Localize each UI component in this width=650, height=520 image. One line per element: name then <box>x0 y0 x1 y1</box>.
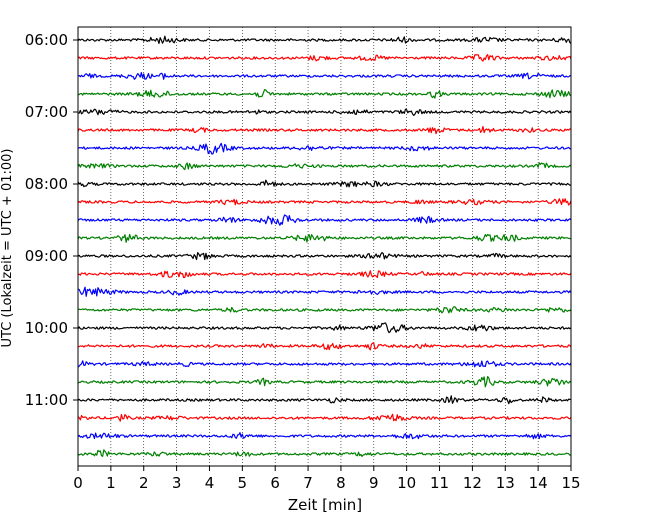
trace-1115 <box>77 413 572 422</box>
trace-0945 <box>77 306 572 314</box>
trace-1130 <box>77 432 572 440</box>
trace-0800 <box>77 179 572 188</box>
x-tick-label: 8 <box>336 474 346 492</box>
plot-frame <box>77 26 572 467</box>
x-tick-label: 0 <box>73 474 83 492</box>
trace-0815 <box>77 198 572 206</box>
trace-1100 <box>77 395 571 405</box>
trace-0745 <box>77 162 572 171</box>
x-tick-label: 13 <box>496 474 515 492</box>
trace-0830 <box>77 214 572 226</box>
y-tick-label: 09:00 <box>25 247 68 265</box>
x-tick-label: 5 <box>238 474 248 492</box>
trace-0645 <box>77 88 572 99</box>
grid-lines <box>110 27 539 466</box>
y-tick-label: 08:00 <box>25 175 68 193</box>
trace-0630 <box>77 71 572 80</box>
trace-1045 <box>77 376 572 388</box>
trace-0615 <box>77 54 572 62</box>
y-axis-ticks: 06:00 07:00 08:00 09:00 10:00 11:00 <box>25 31 78 409</box>
x-tick-label: 14 <box>529 474 548 492</box>
trace-0730 <box>77 142 572 155</box>
trace-0900 <box>77 251 572 261</box>
trace-0915 <box>77 270 572 279</box>
x-tick-label: 3 <box>172 474 182 492</box>
y-tick-label: 11:00 <box>25 391 68 409</box>
trace-0930 <box>77 286 572 297</box>
trace-1015 <box>77 342 572 351</box>
x-tick-label: 15 <box>561 474 580 492</box>
x-tick-label: 2 <box>139 474 149 492</box>
trace-1145 <box>77 449 572 457</box>
trace-0845 <box>77 233 572 243</box>
y-axis-label: UTC (Lokalzeit = UTC + 01:00) <box>0 149 15 348</box>
x-tick-label: 4 <box>205 474 215 492</box>
x-tick-label: 1 <box>106 474 116 492</box>
y-tick-label: 07:00 <box>25 103 68 121</box>
y-tick-label: 10:00 <box>25 319 68 337</box>
trace-0700 <box>77 108 572 117</box>
x-tick-label: 7 <box>303 474 313 492</box>
x-axis-label: Zeit [min] <box>288 496 362 514</box>
seismic-traces <box>77 35 572 457</box>
x-tick-label: 9 <box>369 474 379 492</box>
trace-0715 <box>77 125 572 135</box>
y-tick-label: 06:00 <box>25 31 68 49</box>
x-tick-label: 11 <box>430 474 449 492</box>
trace-1000 <box>77 322 572 334</box>
trace-0600 <box>77 35 572 45</box>
x-axis-ticks: 0 1 2 3 4 5 6 7 8 9 10 11 12 13 14 15 <box>73 466 581 492</box>
trace-1030 <box>77 360 572 368</box>
x-tick-label: 12 <box>463 474 482 492</box>
x-tick-label: 10 <box>397 474 416 492</box>
x-tick-label: 6 <box>270 474 280 492</box>
